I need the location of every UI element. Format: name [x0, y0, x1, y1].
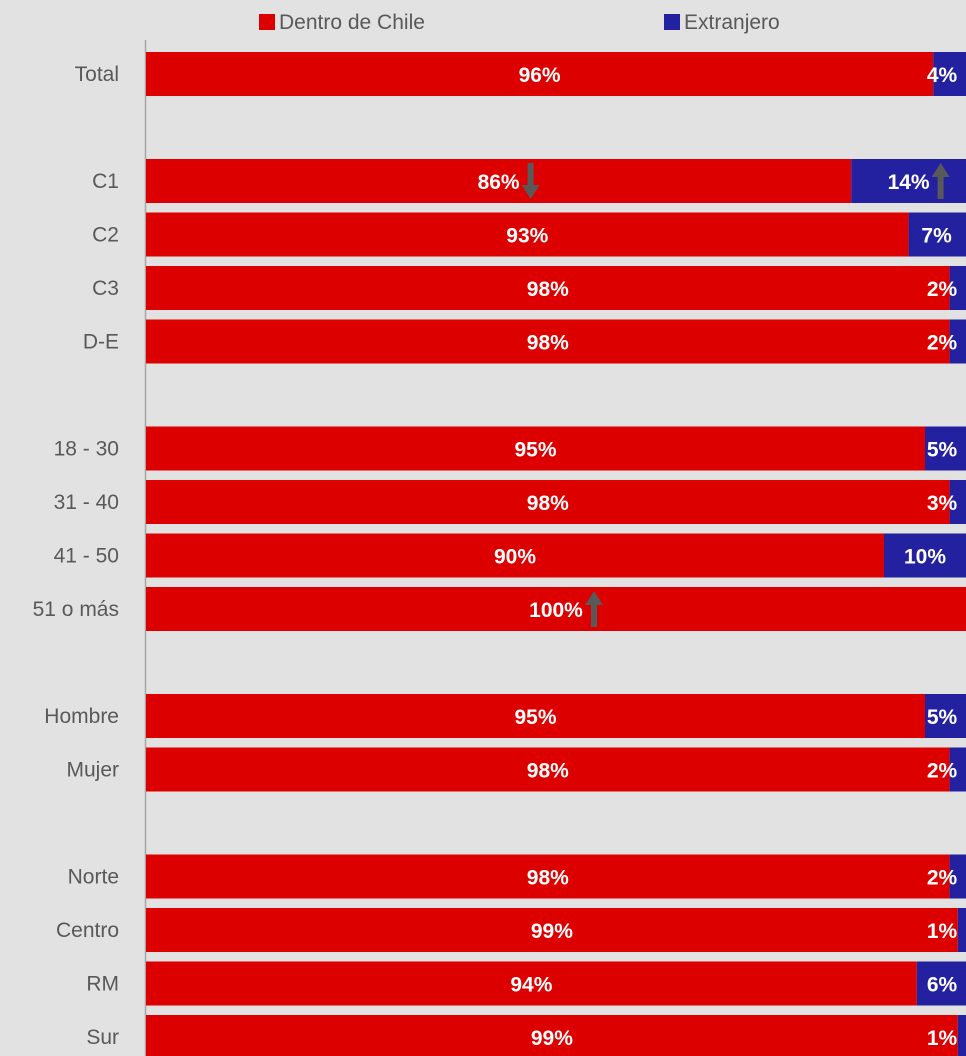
category-label: 31 - 40	[54, 491, 119, 514]
bar-extranjero	[916, 961, 966, 1006]
bar-extranjero	[949, 319, 966, 364]
bar-dentro-de-chile	[146, 159, 852, 203]
arrow-down-icon	[521, 163, 540, 199]
data-label: 90%	[494, 546, 536, 569]
data-label: 2%	[927, 332, 958, 355]
bar-extranjero	[949, 854, 966, 899]
bar-extranjero	[949, 480, 966, 524]
data-label: 93%	[506, 225, 548, 248]
bar-extranjero	[949, 747, 966, 792]
bar-dentro-de-chile	[146, 1015, 958, 1056]
category-label: Norte	[68, 866, 119, 889]
bar-dentro-de-chile	[146, 854, 950, 899]
bar-extranjero	[933, 52, 966, 96]
legend-label: Extranjero	[684, 11, 780, 34]
data-label: 1%	[927, 920, 958, 943]
category-label: C3	[92, 277, 119, 300]
bar-extranjero	[957, 1015, 966, 1056]
arrow-up-icon	[931, 163, 950, 199]
data-label: 94%	[510, 974, 552, 997]
category-label: RM	[86, 973, 119, 996]
category-label: 51 o más	[33, 598, 119, 621]
data-label: 96%	[519, 64, 561, 87]
category-label: Sur	[86, 1026, 119, 1049]
data-label: 98%	[527, 332, 569, 355]
legend-swatch-dentro-de-chile	[259, 14, 275, 30]
data-label: 95%	[514, 439, 556, 462]
bar-dentro-de-chile	[146, 52, 934, 96]
bar-dentro-de-chile	[146, 480, 950, 524]
legend-label: Dentro de Chile	[279, 11, 425, 34]
data-label: 1%	[927, 1027, 958, 1050]
category-label: 41 - 50	[54, 545, 119, 568]
bar-dentro-de-chile	[146, 587, 966, 631]
bar-dentro-de-chile	[146, 908, 958, 952]
category-label: Mujer	[66, 759, 119, 782]
legend-swatch-extranjero	[664, 14, 680, 30]
data-label: 14%	[888, 171, 930, 194]
bar-extranjero	[925, 694, 966, 738]
arrow-up-icon	[585, 591, 603, 627]
data-label: 6%	[927, 974, 958, 997]
bar-extranjero	[925, 426, 966, 471]
bar-dentro-de-chile	[146, 694, 925, 738]
bar-dentro-de-chile	[146, 266, 950, 310]
category-label: C1	[92, 170, 119, 193]
data-label: 5%	[927, 439, 958, 462]
data-label: 86%	[478, 171, 520, 194]
data-label: 98%	[527, 492, 569, 515]
bar-dentro-de-chile	[146, 426, 925, 471]
data-label: 4%	[927, 64, 958, 87]
data-label: 2%	[927, 867, 958, 890]
data-label: 100%	[529, 599, 583, 622]
bar-dentro-de-chile	[146, 212, 909, 257]
data-label: 99%	[531, 1027, 573, 1050]
category-label: C2	[92, 224, 119, 247]
data-label: 5%	[927, 706, 958, 729]
bar-extranjero	[851, 159, 966, 203]
bar-dentro-de-chile	[146, 961, 917, 1006]
bar-extranjero	[949, 266, 966, 310]
bar-dentro-de-chile	[146, 533, 884, 578]
data-label: 10%	[904, 546, 946, 569]
category-label: Hombre	[44, 705, 119, 728]
bar-extranjero	[957, 908, 966, 952]
bar-extranjero	[884, 533, 966, 578]
data-label: 99%	[531, 920, 573, 943]
data-label: 98%	[527, 867, 569, 890]
data-label: 2%	[927, 760, 958, 783]
category-label: 18 - 30	[54, 438, 119, 461]
bar-dentro-de-chile	[146, 319, 950, 364]
data-label: 2%	[927, 278, 958, 301]
category-label: Total	[75, 63, 119, 86]
bar-dentro-de-chile	[146, 747, 950, 792]
data-label: 98%	[527, 278, 569, 301]
category-label: D-E	[83, 331, 119, 354]
data-label: 3%	[927, 492, 958, 515]
bar-extranjero	[908, 212, 966, 257]
data-label: 7%	[921, 225, 952, 248]
data-label: 98%	[527, 760, 569, 783]
data-label: 95%	[514, 706, 556, 729]
category-label: Centro	[56, 919, 119, 942]
